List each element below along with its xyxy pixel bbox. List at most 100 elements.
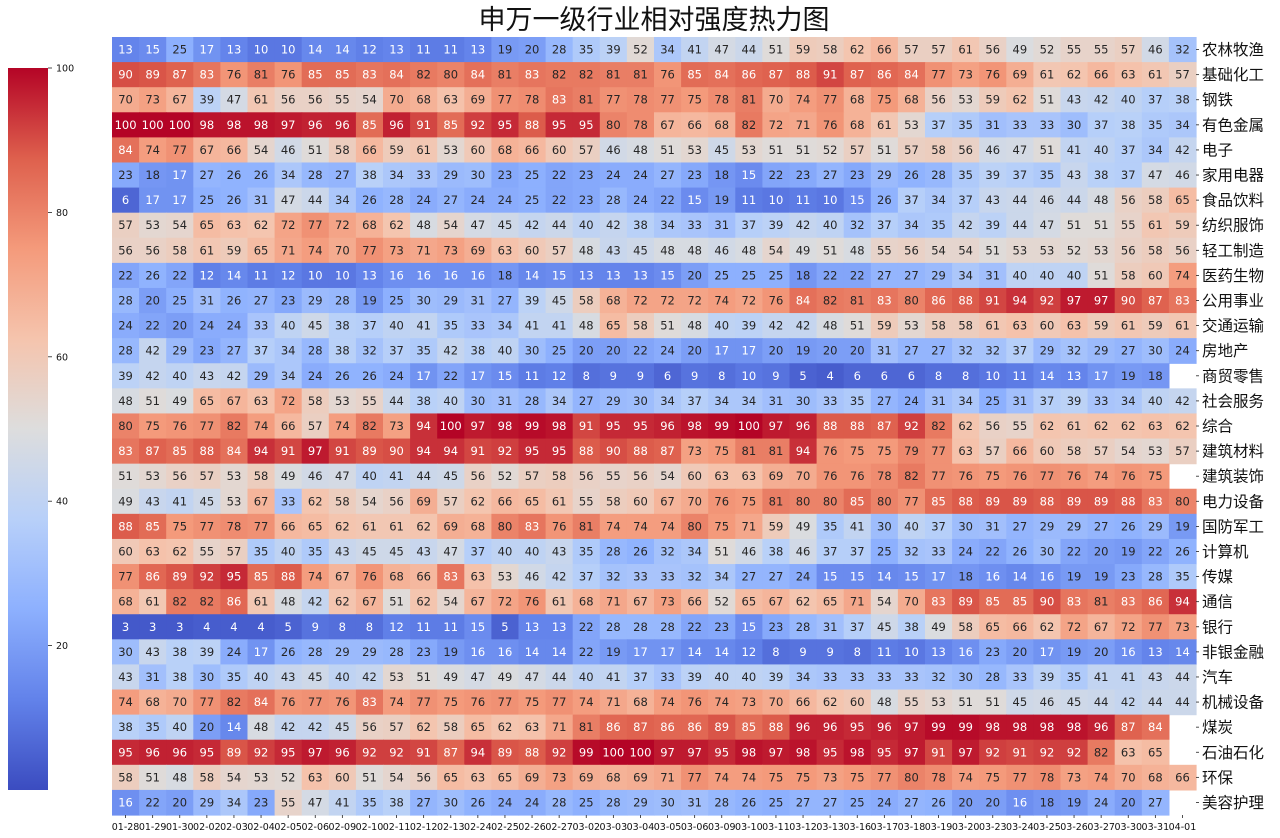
cell-value-label: 82 [823,294,838,308]
cell-value-label: 77 [823,93,838,107]
heatmap-cell [193,112,221,138]
cell-value-label: 84 [389,68,404,82]
column-label: 03-06 [681,822,709,833]
cell-value-label: 65 [200,218,215,232]
cell-value-label: 57 [985,444,1000,458]
column-label: 02-10 [356,822,384,833]
heatmap-cell [1060,262,1089,289]
cell-value-label: 42 [525,218,540,232]
cell-value-label: 59 [1094,319,1109,333]
heatmap-cell [1033,37,1062,63]
heatmap-cell [193,62,221,88]
heatmap-cell [112,262,140,289]
cell-value-label: 14 [714,645,729,659]
heatmap-cell [383,37,411,63]
cell-value-label: 67 [362,595,377,609]
cell-value-label: 87 [172,68,187,82]
cell-value-label: 41 [172,494,187,508]
heatmap-cell [518,37,547,63]
heatmap-cell [735,187,763,214]
heatmap-cell [952,112,980,138]
heatmap-cell [437,438,465,465]
heatmap-cell [518,137,547,164]
cell-value-label: 55 [579,494,594,508]
cell-value-label: 76 [660,68,675,82]
cell-value-label: 27 [200,168,215,182]
heatmap-cell [843,162,872,189]
heatmap-cell [491,237,520,264]
cell-value-label: 86 [1148,595,1163,609]
cell-value-label: 66 [877,43,892,57]
cell-value-label: 80 [606,118,621,132]
cell-value-label: 9 [610,369,617,383]
cell-value-label: 67 [660,118,675,132]
heatmap-cell [491,413,520,440]
heatmap-cell [220,62,249,88]
heatmap-cell [247,438,276,465]
cell-value-label: 51 [118,469,133,483]
cell-value-label: 38 [416,394,431,408]
heatmap-cell [383,313,411,339]
cell-value-label: 68 [633,695,648,709]
cell-value-label: 88 [796,68,811,82]
cell-value-label: 77 [687,770,702,784]
cell-value-label: 25 [850,795,865,809]
heatmap-cell [654,187,682,214]
heatmap-cell [979,438,1007,465]
column-label: 01-28 [112,822,140,833]
cell-value-label: 19 [498,43,513,57]
heatmap-cell [599,62,628,88]
heatmap-cell [897,187,926,214]
row-label: 建筑装饰 [1202,468,1264,486]
cell-value-label: 30 [1148,344,1163,358]
cell-value-label: 15 [660,268,675,282]
heatmap-cell [681,363,709,389]
cell-value-label: 11 [796,193,811,207]
heatmap-cell [870,62,899,88]
cell-value-label: 37 [1121,143,1136,157]
cell-value-label: 76 [281,695,296,709]
heatmap-cell [708,413,736,440]
heatmap-cell [599,338,628,364]
cell-value-label: 53 [145,469,160,483]
cell-value-label: 33 [850,670,865,684]
cell-value-label: 82 [362,419,377,433]
cell-value-label: 35 [958,118,973,132]
cell-value-label: 24 [796,570,811,584]
cell-value-label: 83 [118,444,133,458]
heatmap-cell [897,438,926,465]
heatmap-cell [599,363,628,389]
heatmap-cell [274,162,303,189]
cell-value-label: 60 [1040,444,1055,458]
cell-value-label: 58 [335,143,350,157]
cell-value-label: 13 [362,268,377,282]
heatmap-cell [735,287,763,314]
heatmap-cell [1114,287,1143,314]
cell-value-label: 35 [958,168,973,182]
cell-value-label: 84 [796,294,811,308]
cell-value-label: 95 [281,745,296,759]
cell-value-label: 37 [389,344,404,358]
cell-value-label: 29 [1148,519,1163,533]
heatmap-cell [1060,287,1089,314]
heatmap-cell [328,212,357,239]
cell-value-label: 28 [118,294,133,308]
cell-value-label: 81 [606,68,621,82]
cell-value-label: 88 [281,570,296,584]
cell-value-label: 70 [118,93,133,107]
heatmap-cell [247,212,276,239]
cell-value-label: 23 [796,168,811,182]
heatmap-cell [301,137,330,164]
heatmap-cell [1087,187,1116,214]
heatmap-cell [383,363,411,389]
cell-value-label: 80 [118,419,133,433]
cell-value-label: 6 [854,369,861,383]
cell-value-label: 22 [985,544,1000,558]
heatmap-cell [1060,87,1089,113]
cell-value-label: 54 [443,595,458,609]
heatmap-cell [112,37,140,63]
cell-value-label: 80 [687,519,702,533]
heatmap-cell [1168,237,1197,264]
cell-value-label: 77 [498,695,513,709]
cell-value-label: 98 [552,419,567,433]
